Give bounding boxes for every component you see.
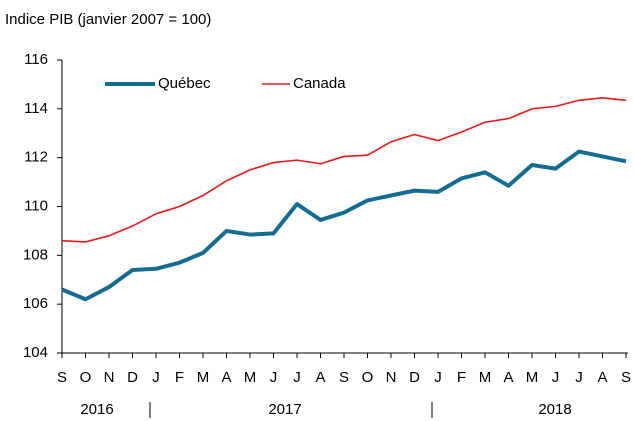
x-tick-label: J [552, 369, 560, 386]
legend-label: Québec [158, 75, 211, 92]
x-tick-label: S [339, 369, 349, 386]
x-tick-label: J [293, 369, 301, 386]
x-tick-label: S [57, 369, 67, 386]
x-tick-label: N [386, 369, 397, 386]
line-series [61, 97, 627, 243]
x-tick-label: F [457, 369, 466, 386]
x-tick-label: M [479, 369, 492, 386]
year-label: 2017 [268, 401, 301, 418]
year-label: 2018 [538, 401, 571, 418]
x-tick-label: A [597, 369, 607, 386]
x-tick-label: O [80, 369, 92, 386]
x-tick-label: M [197, 369, 210, 386]
y-tick-label: 114 [24, 100, 48, 117]
x-tick-label: J [575, 369, 583, 386]
x-tick-label: D [127, 369, 138, 386]
chart-title: Indice PIB (janvier 2007 = 100) [5, 11, 211, 28]
x-tick-label: A [221, 369, 231, 386]
x-tick-label: J [270, 369, 278, 386]
x-tick-label: D [409, 369, 420, 386]
y-tick-label: 108 [23, 246, 48, 263]
x-tick-label: S [621, 369, 631, 386]
legend-label: Canada [293, 75, 346, 92]
line-series [61, 149, 627, 302]
x-tick-label: N [104, 369, 115, 386]
y-tick-label: 106 [23, 295, 48, 312]
y-tick-label: 116 [24, 51, 48, 68]
x-tick-label: F [175, 369, 184, 386]
x-tick-label: A [503, 369, 513, 386]
x-tick-label: A [315, 369, 325, 386]
y-tick-label: 110 [24, 197, 48, 214]
x-tick-label: J [152, 369, 160, 386]
x-tick-label: M [526, 369, 539, 386]
year-label: 2016 [80, 401, 113, 418]
x-tick-label: J [434, 369, 442, 386]
y-tick-label: 104 [23, 344, 48, 361]
x-tick-label: O [362, 369, 374, 386]
x-tick-label: M [244, 369, 257, 386]
y-tick-label: 112 [24, 149, 48, 166]
